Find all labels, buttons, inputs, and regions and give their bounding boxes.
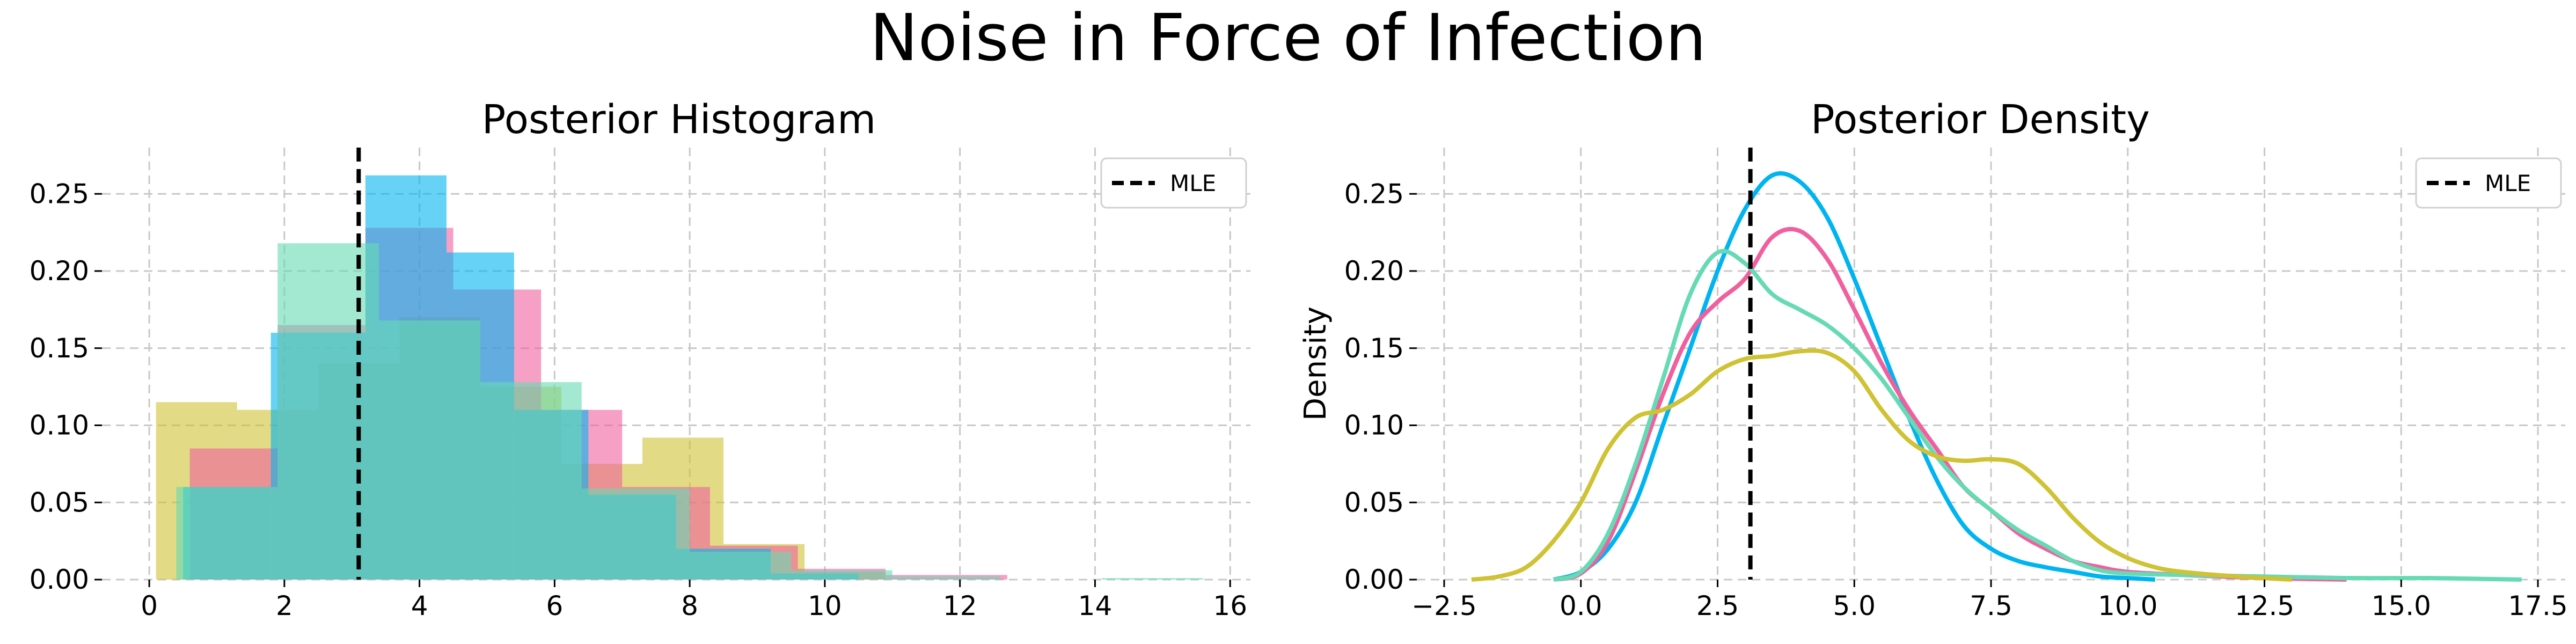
histogram-title: Posterior Histogram	[482, 97, 876, 143]
histogram-bars	[156, 175, 1203, 580]
x-tick-label: 16	[1213, 590, 1247, 621]
density-panel: −2.5 0.0 2.5 5.0 7.5 10.0 12.5 15.0 17.5 0.000.0…	[1298, 97, 2568, 621]
density-curves	[1471, 171, 2522, 582]
x-tick-label: 0	[141, 590, 158, 621]
density-x-ticks: −2.5 0.0 2.5 5.0 7.5 10.0 12.5 15.0 17.5	[1411, 580, 2568, 621]
density-y-ticks: 0.00 0.05 0.10 0.15 0.20 0.25	[1344, 178, 1417, 595]
y-tick-label: 0.10	[1344, 410, 1404, 441]
x-tick-label: 12	[943, 590, 977, 621]
figure-title: Noise in Force of Infection	[870, 1, 1707, 76]
y-tick-label: 0.05	[1344, 487, 1404, 518]
density-curve-olive	[1471, 348, 2292, 582]
y-tick-label: 0.10	[30, 410, 89, 441]
histogram-legend-mle-label: MLE	[1170, 170, 1216, 196]
x-tick-label: −2.5	[1411, 590, 1476, 621]
histogram-bar-mint	[379, 320, 480, 580]
x-tick-label: 12.5	[2235, 590, 2294, 621]
x-tick-label: 17.5	[2508, 590, 2567, 621]
density-curve-mint	[1553, 248, 2522, 582]
density-curve-blue	[1553, 171, 2155, 582]
histogram-bar-mint	[277, 243, 379, 580]
y-tick-label: 0.00	[30, 564, 89, 595]
y-tick-label: 0.00	[1344, 564, 1404, 595]
x-tick-label: 2	[276, 590, 293, 621]
density-curve-pink	[1553, 227, 2347, 582]
y-tick-label: 0.20	[1344, 255, 1404, 287]
histogram-bar-mint	[581, 488, 690, 580]
histogram-panel: 0 2 4 6 8 10 12 14 16 0.00 0.05 0.10 0.15 0.20 0.25 P…	[30, 97, 1250, 621]
x-tick-label: 10	[808, 590, 842, 621]
x-tick-label: 2.5	[1696, 590, 1739, 621]
histogram-bar-mint	[176, 487, 278, 580]
x-tick-label: 7.5	[1970, 590, 2012, 621]
density-legend-mle-label: MLE	[2485, 170, 2531, 196]
density-legend: MLE	[2415, 157, 2562, 209]
x-tick-label: 5.0	[1833, 590, 1876, 621]
x-tick-label: 8	[681, 590, 698, 621]
density-grid	[1417, 148, 2565, 581]
x-tick-label: 4	[411, 590, 428, 621]
histogram-bar-mint	[480, 382, 582, 580]
histogram-legend: MLE	[1100, 157, 1247, 209]
y-tick-label: 0.15	[30, 333, 89, 364]
density-title: Posterior Density	[1811, 97, 2150, 143]
x-tick-label: 6	[546, 590, 564, 621]
x-tick-label: 10.0	[2098, 590, 2157, 621]
density-legend-box	[2415, 157, 2562, 209]
histogram-x-ticks: 0 2 4 6 8 10 12 14 16	[141, 580, 1247, 621]
y-tick-label: 0.05	[30, 487, 89, 518]
histogram-y-ticks: 0.00 0.05 0.10 0.15 0.20 0.25	[30, 178, 102, 595]
histogram-bar-mint	[690, 552, 791, 580]
histogram-legend-box	[1100, 157, 1247, 209]
y-tick-label: 0.25	[30, 178, 89, 209]
x-tick-label: 0.0	[1560, 590, 1602, 621]
histogram-bar-mint	[791, 570, 892, 580]
histogram-bar-mint	[892, 576, 1001, 580]
x-tick-label: 15.0	[2372, 590, 2431, 621]
histogram-bar-mint	[1102, 578, 1203, 580]
y-tick-label: 0.15	[1344, 333, 1404, 364]
y-tick-label: 0.20	[30, 255, 89, 287]
x-tick-label: 14	[1078, 590, 1113, 621]
y-tick-label: 0.25	[1344, 178, 1404, 209]
density-y-axis-label: Density	[1298, 306, 1333, 421]
